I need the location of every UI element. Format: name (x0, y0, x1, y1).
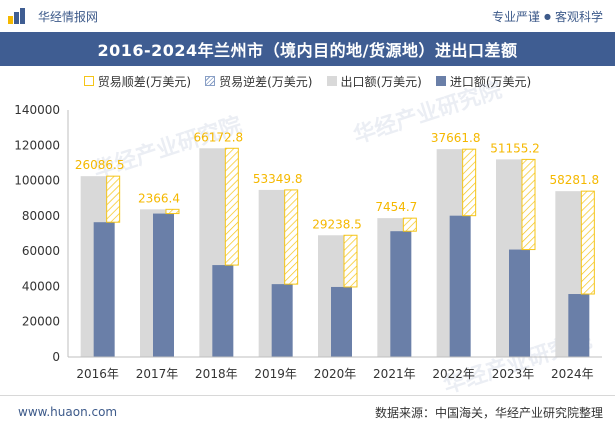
tagline-right: 客观科学 (554, 9, 603, 24)
x-tick-label: 2021年 (373, 367, 416, 381)
x-tick-label: 2023年 (492, 367, 535, 381)
brand-name: 华经情报网 (38, 9, 99, 24)
balance-label: 58281.8 (550, 173, 600, 187)
surplus-bar (106, 175, 121, 223)
legend-swatch-export (326, 76, 337, 86)
legend-label-export: 出口额(万美元) (340, 74, 422, 89)
surplus-bar (284, 189, 299, 285)
import-bar (509, 249, 530, 357)
legend-label-deficit: 贸易逆差(万美元) (219, 74, 313, 89)
x-tick-label: 2017年 (136, 367, 179, 381)
import-bar (153, 213, 174, 357)
balance-label: 66172.8 (194, 130, 244, 144)
footer-source: 数据来源：中国海关，华经产业研究院整理 (374, 405, 603, 420)
brand: 华经情报网 (0, 8, 98, 25)
y-tick-label: 120000 (14, 138, 60, 152)
tagline: 专业严谨 ● 客观科学 (492, 8, 615, 25)
y-tick-label: 60000 (22, 244, 60, 258)
chart-title: 2016-2024年兰州市（境内目的地/货源地）进出口差额 (97, 41, 518, 60)
balance-label: 29238.5 (312, 217, 362, 231)
logo-icon (8, 8, 25, 24)
balance-label: 7454.7 (375, 200, 417, 214)
import-bar (271, 284, 293, 357)
tagline-left: 专业严谨 (491, 9, 540, 24)
chart: 020000400006000080000100000120000140000 … (14, 103, 602, 381)
legend-item-deficit: 贸易逆差(万美元) (205, 70, 313, 92)
x-tick-label: 2016年 (76, 367, 119, 381)
balance-label: 26086.5 (75, 158, 125, 172)
chart-title-bar: 2016-2024年兰州市（境内目的地/货源地）进出口差额 (0, 32, 615, 66)
x-tick-label: 2020年 (314, 367, 357, 381)
legend-item-surplus: 贸易顺差(万美元) (83, 70, 192, 92)
y-tick-label: 0 (52, 350, 60, 364)
y-tick-label: 80000 (22, 209, 60, 223)
surplus-bar (343, 234, 358, 288)
y-tick-label: 140000 (14, 103, 60, 117)
import-bar (93, 222, 115, 357)
legend-swatch-import (435, 76, 446, 86)
surplus-bar (402, 217, 417, 232)
legend: 贸易顺差(万美元) 贸易逆差(万美元) 出口额(万美元) 进口额(万美元) (0, 70, 615, 92)
import-bar (449, 215, 471, 357)
import-bar (212, 265, 234, 357)
y-tick-label: 40000 (22, 279, 60, 293)
x-axis: 2016年 2017年 2018年 2019年 2020年 2021年 2022年 2023年… (68, 356, 602, 381)
surplus-bar (580, 190, 595, 295)
import-bar (331, 286, 352, 357)
import-bar (568, 294, 590, 357)
x-tick-label: 2022年 (432, 367, 475, 381)
surplus-bar (165, 208, 180, 215)
balance-label: 37661.8 (431, 131, 481, 145)
bars: 26086.5 2366.4 66172.8 53349.8 29238.5 7454.7… (75, 130, 599, 357)
x-tick-label: 2018年 (195, 367, 238, 381)
x-tick-label: 2024年 (551, 367, 594, 381)
y-tick-label: 100000 (14, 174, 60, 188)
surplus-bar (462, 148, 477, 217)
tagline-separator: ● (544, 11, 551, 21)
y-axis: 0 20000 40000 60000 80000 100000 120000 140000 (14, 103, 69, 364)
legend-label-import: 进口额(万美元) (449, 74, 532, 89)
surplus-bar (224, 147, 239, 266)
footer: www.huaon.com 数据来源：中国海关，华经产业研究院整理 (0, 395, 615, 428)
legend-swatch-surplus (83, 76, 94, 86)
import-bar (390, 231, 412, 357)
balance-label: 2366.4 (138, 191, 180, 205)
legend-item-import: 进口额(万美元) (435, 70, 532, 92)
legend-swatch-deficit (205, 76, 216, 86)
surplus-bar (521, 158, 536, 251)
legend-item-export: 出口额(万美元) (326, 70, 422, 92)
x-tick-label: 2019年 (254, 367, 297, 381)
top-bar: 华经情报网 专业严谨 ● 客观科学 (0, 0, 615, 32)
balance-label: 53349.8 (253, 172, 303, 186)
legend-label-surplus: 贸易顺差(万美元) (97, 74, 192, 89)
footer-site: www.huaon.com (18, 405, 118, 419)
balance-label: 51155.2 (490, 141, 540, 155)
y-tick-label: 20000 (22, 315, 60, 329)
